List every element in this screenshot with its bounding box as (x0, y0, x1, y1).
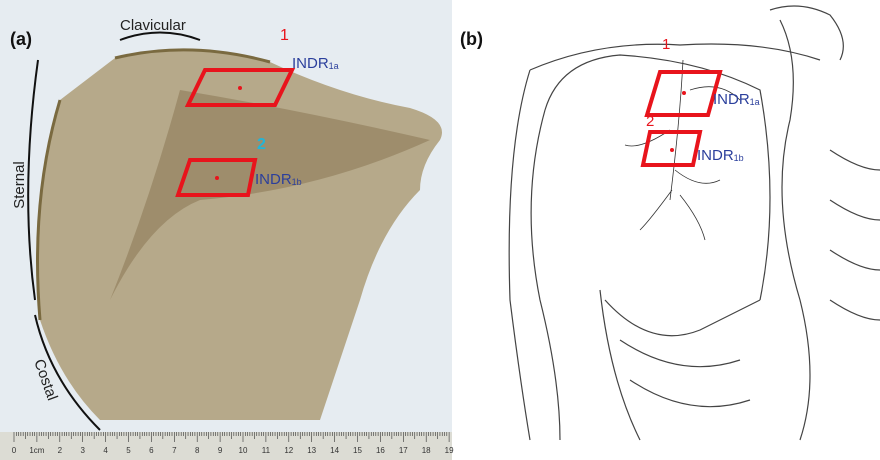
ruler-label: 13 (307, 446, 316, 455)
ruler-label: 4 (103, 446, 108, 455)
zone-sub: 1b (292, 177, 302, 187)
marker: 2 (646, 113, 654, 130)
marker: 1 (280, 27, 289, 44)
ruler-label: 14 (330, 446, 339, 455)
zone-sub: 1a (750, 97, 760, 107)
ruler-label: 12 (284, 446, 293, 455)
ruler-label: 3 (80, 446, 85, 455)
panel-label: (b) (460, 29, 483, 49)
panel-label: (a) (10, 29, 32, 49)
zone-center (215, 176, 219, 180)
marker: 1 (662, 36, 670, 53)
ruler-label: 16 (376, 446, 385, 455)
zone-base: INDR (697, 147, 734, 164)
ruler-label: 18 (422, 446, 431, 455)
ruler-label: 5 (126, 446, 131, 455)
zone-sub: 1a (329, 61, 339, 71)
figure: 01cm2345678910111213141516171819 (a) Cla… (0, 0, 880, 460)
zone-center (238, 86, 242, 90)
ruler-label: 2 (58, 446, 63, 455)
drawing-background (458, 0, 880, 460)
ruler-label: 1cm (29, 446, 44, 455)
zone-center (682, 91, 686, 95)
ruler-label: 10 (239, 446, 248, 455)
region-label: Clavicular (120, 17, 186, 34)
ruler-label: 9 (218, 446, 223, 455)
ruler-label: 6 (149, 446, 154, 455)
ruler-label: 11 (262, 446, 271, 455)
ruler-label: 19 (445, 446, 454, 455)
zone-sub: 1b (734, 153, 744, 163)
region-label: Sternal (11, 161, 28, 209)
zone-base: INDR (255, 171, 292, 188)
marker: 2 (257, 136, 266, 153)
zone-base: INDR (292, 55, 329, 72)
ruler-label: 17 (399, 446, 408, 455)
ruler-label: 8 (195, 446, 200, 455)
ruler-label: 15 (353, 446, 362, 455)
ruler-label: 7 (172, 446, 177, 455)
zone-center (670, 148, 674, 152)
ruler-label: 0 (12, 446, 17, 455)
zone-base: INDR (713, 91, 750, 108)
